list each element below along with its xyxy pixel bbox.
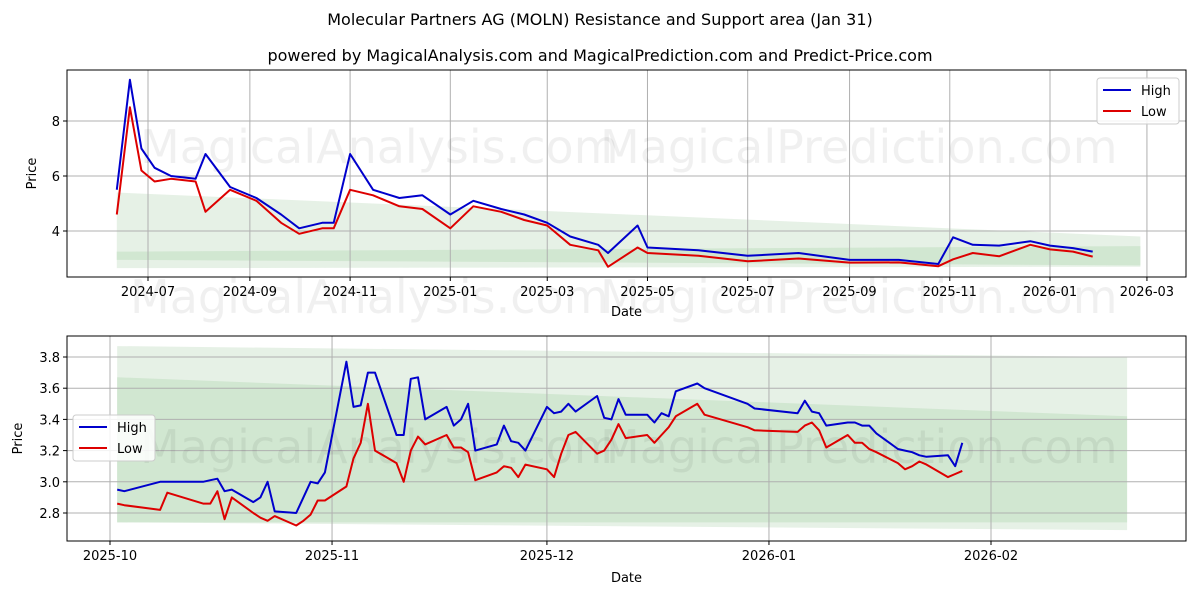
legend: High Low bbox=[72, 414, 156, 462]
x-tick-label: 2024-07 bbox=[121, 285, 175, 300]
legend-high-label: High bbox=[1141, 84, 1171, 99]
x-tick-label: 2025-11 bbox=[305, 549, 359, 564]
watermark: MagicalAnalysis.com bbox=[140, 120, 619, 174]
y-axis-label: Price bbox=[25, 158, 40, 190]
y-tick-label: 4 bbox=[52, 225, 60, 240]
y-tick-label: 3.8 bbox=[39, 351, 60, 366]
watermark: MagicalAnalysis.com bbox=[140, 420, 619, 474]
x-tick-label: 2024-09 bbox=[223, 285, 277, 300]
x-tick-label: 2025-11 bbox=[923, 285, 977, 300]
watermark: MagicalPrediction.com bbox=[600, 270, 1118, 324]
y-tick-label: 3.6 bbox=[39, 382, 60, 397]
chart-subtitle: powered by MagicalAnalysis.com and Magic… bbox=[267, 46, 933, 65]
x-tick-label: 2025-05 bbox=[620, 285, 674, 300]
series-low-line bbox=[116, 402, 963, 527]
y-axis-label: Price bbox=[11, 423, 26, 455]
y-tick-label: 3.2 bbox=[39, 445, 60, 460]
legend: High Low bbox=[1096, 77, 1180, 125]
legend-low-label: Low bbox=[1141, 105, 1167, 120]
axes-frame bbox=[66, 69, 1187, 278]
watermark: MagicalPrediction.com bbox=[600, 120, 1118, 174]
x-tick-label: 2026-03 bbox=[1120, 285, 1174, 300]
y-tick-label: 3.0 bbox=[39, 476, 60, 491]
series-high-line bbox=[115, 78, 1093, 265]
x-tick-label: 2025-09 bbox=[822, 285, 876, 300]
chart-panel-2: 2025-10 2025-11 2025-12 2026-01 2026-02 2.8 3.… bbox=[11, 335, 1187, 586]
legend-high-label: High bbox=[117, 421, 147, 436]
chart-panel-1: 2024-07 2024-09 2024-11 2025-01 2025-03 2025-… bbox=[25, 69, 1187, 324]
y-tick-label: 3.4 bbox=[39, 413, 60, 428]
watermark: MagicalAnalysis.com bbox=[130, 270, 609, 324]
x-axis-label: Date bbox=[611, 571, 642, 586]
legend-low-label: Low bbox=[117, 442, 143, 457]
x-axis-label: Date bbox=[611, 305, 642, 320]
chart-title: Molecular Partners AG (MOLN) Resistance … bbox=[327, 10, 873, 29]
y-tick-label: 2.8 bbox=[39, 507, 60, 522]
axes-frame bbox=[66, 335, 1187, 542]
x-tick-label: 2024-11 bbox=[323, 285, 377, 300]
series-high-line bbox=[116, 360, 964, 514]
series-low-line bbox=[115, 106, 1093, 268]
x-tick-label: 2025-10 bbox=[83, 549, 137, 564]
y-tick-label: 8 bbox=[52, 115, 60, 130]
x-tick-label: 2025-01 bbox=[423, 285, 477, 300]
x-tick-label: 2026-02 bbox=[964, 549, 1018, 564]
watermark: MagicalPrediction.com bbox=[600, 420, 1118, 474]
y-tick-label: 6 bbox=[52, 170, 60, 185]
x-tick-label: 2025-12 bbox=[520, 549, 574, 564]
x-tick-label: 2026-01 bbox=[1023, 285, 1077, 300]
x-tick-label: 2025-03 bbox=[520, 285, 574, 300]
x-tick-label: 2026-01 bbox=[742, 549, 796, 564]
x-tick-label: 2025-07 bbox=[721, 285, 775, 300]
